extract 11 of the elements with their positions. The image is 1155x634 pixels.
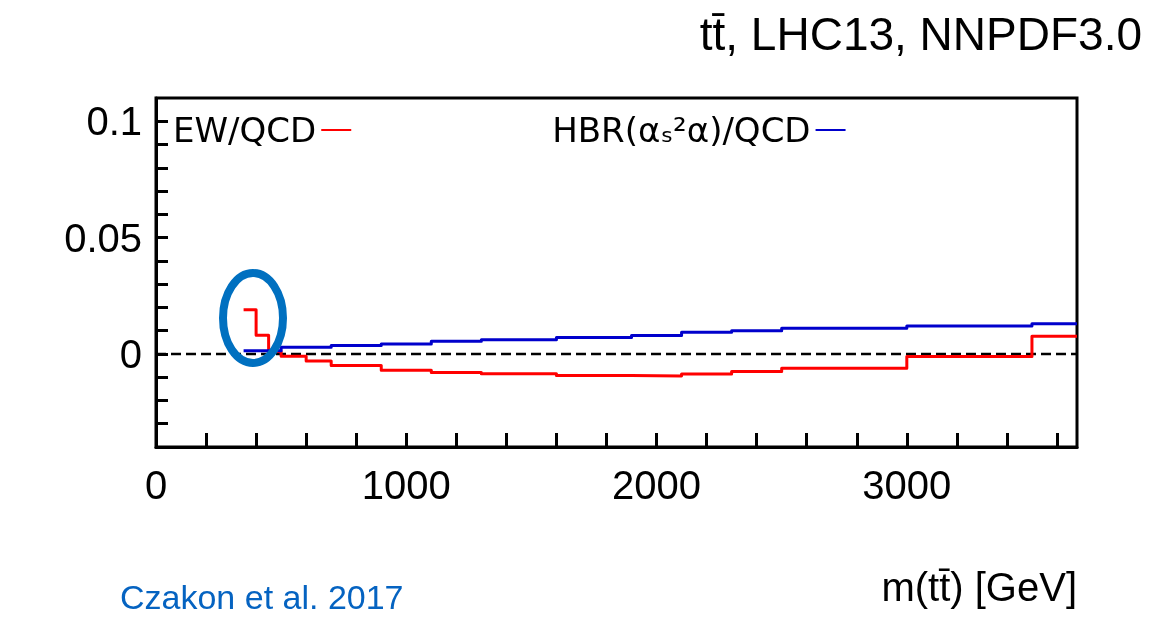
x-tick-label: 3000 [862,463,952,507]
x-tick-label: 1000 [361,463,451,507]
legend-label: EW/QCD [172,110,317,150]
y-tick-label: 0 [119,331,142,376]
y-tick-label: 0.1 [86,99,142,144]
chart-title: tt̄, LHC13, NNPDF3.0 [699,8,1143,60]
text: Czakon et al. 2017 [120,578,404,616]
x-tick-label: 2000 [612,463,702,507]
legend-label: HBR(αₛ²α)/QCD [552,110,811,150]
x-axis-title: m(tt̄) [GeV] [881,565,1077,609]
y-tick-label: 0.05 [64,215,142,260]
